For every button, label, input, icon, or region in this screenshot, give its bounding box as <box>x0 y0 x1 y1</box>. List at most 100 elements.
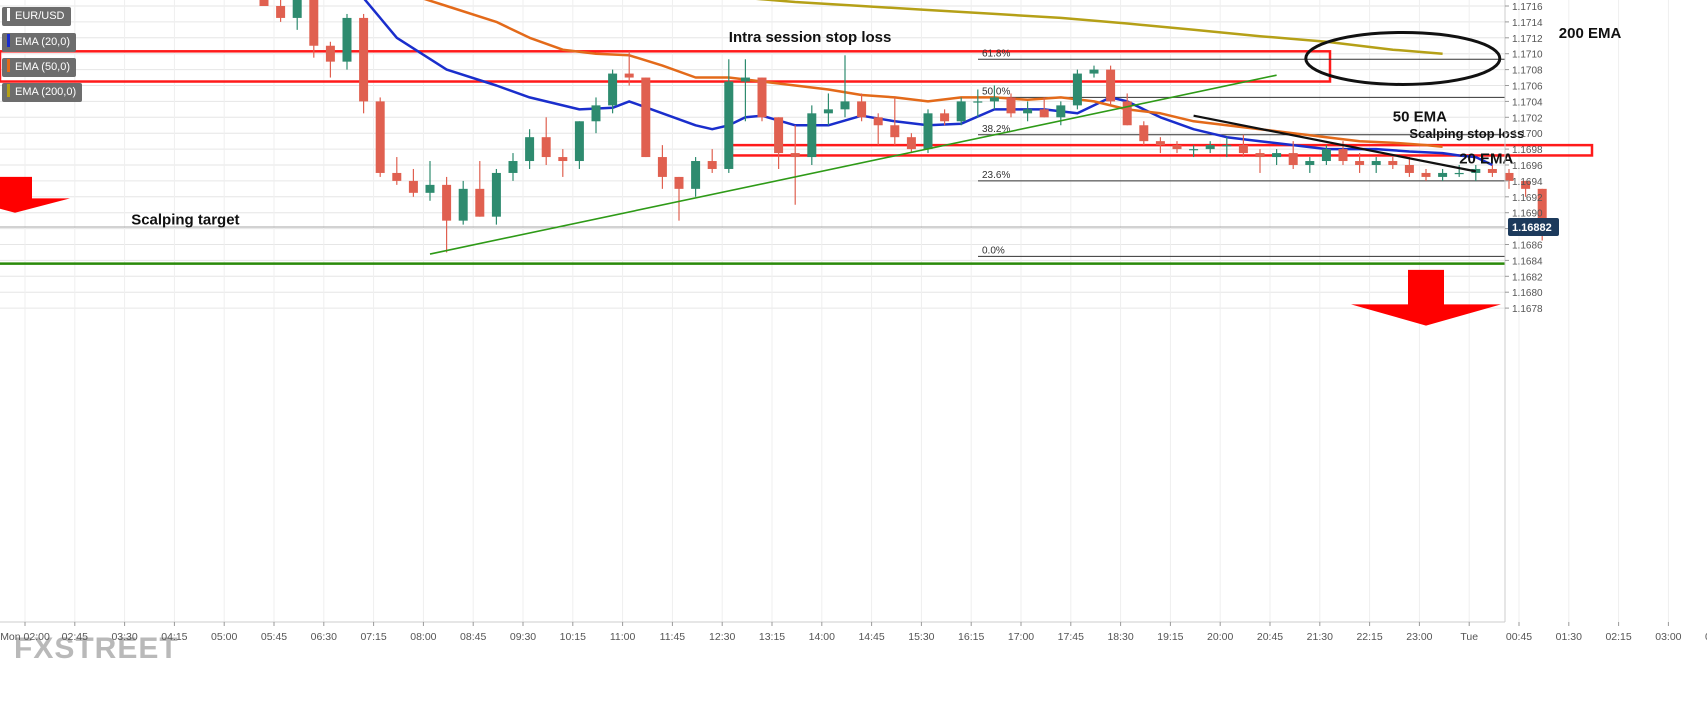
candle <box>1222 137 1232 158</box>
candle <box>674 176 684 221</box>
x-tick-label: 23:00 <box>1406 631 1432 643</box>
x-tick-label: 07:15 <box>360 631 386 643</box>
candle-body <box>525 137 535 162</box>
candle <box>442 176 452 253</box>
candle <box>508 153 518 181</box>
candle-body <box>1122 101 1132 126</box>
annotation-label: Scalping target <box>131 212 239 229</box>
legend-label: EMA (200,0) <box>15 86 77 98</box>
candle-body <box>641 77 651 158</box>
x-tick-label: 13:15 <box>759 631 785 643</box>
x-tick-label: Tue <box>1460 631 1478 643</box>
candle-body <box>259 0 269 6</box>
legend-symbol[interactable]: EUR/USD <box>2 7 71 26</box>
candle-body <box>890 125 900 138</box>
x-tick-label: 08:45 <box>460 631 486 643</box>
candle-body <box>1089 69 1099 74</box>
candle <box>591 97 601 134</box>
candle-body <box>475 188 485 217</box>
legend-label: EUR/USD <box>15 10 65 22</box>
candle <box>1122 93 1132 126</box>
candle-body <box>1371 161 1381 165</box>
legend-label: EMA (20,0) <box>15 36 71 48</box>
candle-body <box>1205 145 1215 150</box>
candle-body <box>774 117 784 154</box>
x-tick-label: 06:30 <box>311 631 337 643</box>
candle-body <box>1338 149 1348 162</box>
candle-body <box>1255 153 1265 158</box>
y-tick-label: 1.1714 <box>1512 18 1543 29</box>
candle-body <box>906 137 916 150</box>
candle-body <box>1189 149 1199 151</box>
candle <box>1421 168 1431 181</box>
candle <box>840 55 850 118</box>
candle-body <box>1288 153 1298 165</box>
candle-body <box>1438 172 1448 177</box>
legend-ema-200[interactable]: EMA (200,0) <box>2 83 83 102</box>
y-tick-label: 1.1704 <box>1512 97 1543 108</box>
candle <box>691 157 701 197</box>
candle-body <box>840 101 850 110</box>
candle <box>1189 145 1199 158</box>
candle-body <box>342 17 352 62</box>
candle-body <box>375 101 385 173</box>
candle-body <box>940 113 950 122</box>
candle-body <box>823 109 833 114</box>
x-tick-label: 11:00 <box>610 631 636 643</box>
legend-ema-20[interactable]: EMA (20,0) <box>2 33 77 52</box>
candle-body <box>1305 161 1315 165</box>
candle-body <box>1487 168 1497 173</box>
candle-body <box>1139 125 1149 142</box>
legend-swatch <box>7 84 10 97</box>
candle-body <box>541 137 551 158</box>
candle <box>624 51 634 86</box>
y-tick-label: 1.1694 <box>1512 177 1543 188</box>
candle <box>1521 180 1531 197</box>
candle <box>724 59 734 173</box>
annotation-label: 50 EMA <box>1393 108 1447 125</box>
candle-body <box>1039 109 1049 118</box>
last-price-label: 1.16882 <box>1512 222 1552 234</box>
down-arrow-large <box>1351 269 1501 326</box>
candle <box>1321 145 1331 165</box>
fib-label: 38.2% <box>982 124 1010 135</box>
zone-intra-session-stop-loss <box>0 50 1332 83</box>
rising-trendline <box>429 74 1277 255</box>
y-tick-label: 1.1716 <box>1512 2 1543 13</box>
candle-body <box>408 180 418 193</box>
x-tick-label: 03:30 <box>111 631 137 643</box>
candle-body <box>508 161 518 173</box>
candle-body <box>707 161 717 169</box>
candle-body <box>674 176 684 189</box>
candle-body <box>574 121 584 162</box>
candle <box>657 145 667 189</box>
candle-body <box>359 17 369 102</box>
candle-body <box>757 77 767 118</box>
candle <box>1404 157 1414 177</box>
candle <box>408 168 418 197</box>
candle-body <box>276 6 286 18</box>
candle <box>558 149 568 177</box>
ema-line-50 <box>423 0 1443 148</box>
candle-body <box>956 101 966 122</box>
candle-body <box>1404 165 1414 173</box>
legend-ema-50[interactable]: EMA (50,0) <box>2 58 77 77</box>
candle-body <box>1321 149 1331 162</box>
candle <box>1487 165 1497 177</box>
candle-body <box>807 113 817 158</box>
candle <box>1504 168 1514 189</box>
candle <box>359 13 369 114</box>
y-tick-label: 1.1702 <box>1512 113 1543 124</box>
candle <box>1272 149 1282 165</box>
x-tick-label: 11:45 <box>660 631 686 643</box>
fib-label: 23.6% <box>982 170 1010 181</box>
candle-body <box>442 184 452 221</box>
candle <box>276 0 286 22</box>
candle-body <box>1388 161 1398 165</box>
candle-body <box>1521 180 1531 189</box>
candle <box>757 77 767 122</box>
y-tick-label: 1.1698 <box>1512 145 1543 156</box>
fib-618-highlight-ellipse <box>1304 30 1502 86</box>
x-tick-label: 17:45 <box>1058 631 1084 643</box>
